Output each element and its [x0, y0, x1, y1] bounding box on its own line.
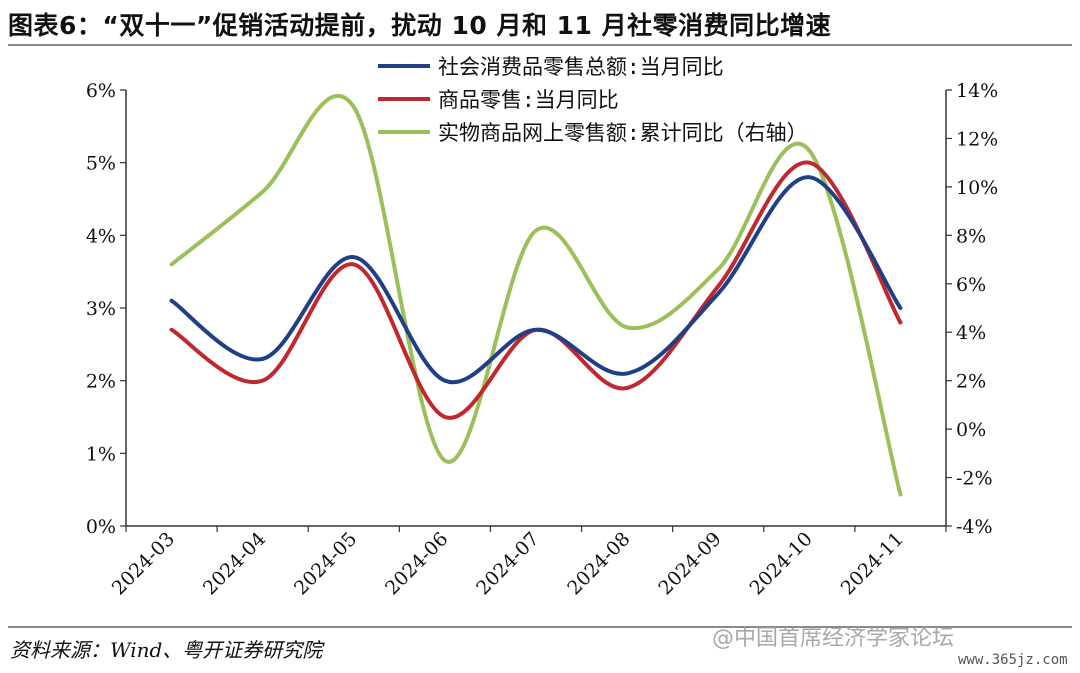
left-tick-label: 4% [86, 225, 116, 247]
right-tick-label: 0% [956, 419, 986, 441]
left-tick-label: 5% [86, 153, 116, 175]
x-tick-label: 2024-03 [108, 528, 179, 599]
series-line-2 [169, 160, 903, 420]
right-tick-label: 8% [956, 225, 986, 247]
right-tick-label: 10% [956, 177, 998, 199]
series-line-1 [169, 175, 903, 385]
legend-label: 实物商品网上零售额:累计同比（右轴） [438, 121, 808, 145]
page-title: 图表6：“双十一”促销活动提前，扰动 10 月和 11 月社零消费同比增速 [8, 11, 832, 40]
legend: 社会消费品零售总额:当月同比商品零售:当月同比实物商品网上零售额:累计同比（右轴… [378, 55, 808, 145]
series-line-3 [169, 94, 903, 497]
legend-label: 社会消费品零售总额:当月同比 [438, 55, 724, 79]
left-tick-label: 6% [86, 80, 116, 102]
watermark-url: www.365jz.com [958, 652, 1068, 668]
x-tick-label: 2024-06 [381, 528, 452, 599]
left-tick-label: 2% [86, 371, 116, 393]
x-tick-label: 2024-11 [837, 528, 908, 599]
x-tick-label: 2024-07 [472, 528, 543, 599]
right-tick-label: 12% [956, 128, 998, 150]
right-tick-label: 6% [956, 274, 986, 296]
right-tick-label: 14% [956, 80, 998, 102]
right-tick-label: -2% [956, 468, 993, 490]
series-lines [169, 94, 903, 497]
left-tick-label: 0% [86, 516, 116, 538]
x-tick-label: 2024-08 [563, 528, 634, 599]
axes [125, 90, 947, 527]
left-axis-ticks: 0% 1% 2% 3% 4% 5% 6% [86, 80, 126, 538]
x-tick-label: 2024-09 [654, 528, 725, 599]
source-note: 资料来源：Wind、粤开证券研究院 [10, 638, 323, 662]
legend-label: 商品零售:当月同比 [438, 88, 619, 112]
x-tick-label: 2024-10 [745, 528, 816, 599]
source-divider [8, 626, 1072, 628]
x-axis-ticks: 2024-03 2024-04 2024-05 2024-06 2024-07 2024-… [108, 526, 947, 599]
watermark: @中国首席经济学家论坛 [712, 626, 955, 651]
title-divider [8, 44, 1072, 46]
x-tick-label: 2024-04 [199, 528, 270, 599]
left-tick-label: 1% [86, 443, 116, 465]
right-axis-ticks: -4% -2% 0% 2% 4% 6% 8% 10% 12% 14% [946, 80, 998, 538]
right-tick-label: -4% [956, 516, 993, 538]
right-tick-label: 4% [956, 322, 986, 344]
left-tick-label: 3% [86, 298, 116, 320]
right-tick-label: 2% [956, 371, 986, 393]
x-tick-label: 2024-05 [290, 528, 361, 599]
